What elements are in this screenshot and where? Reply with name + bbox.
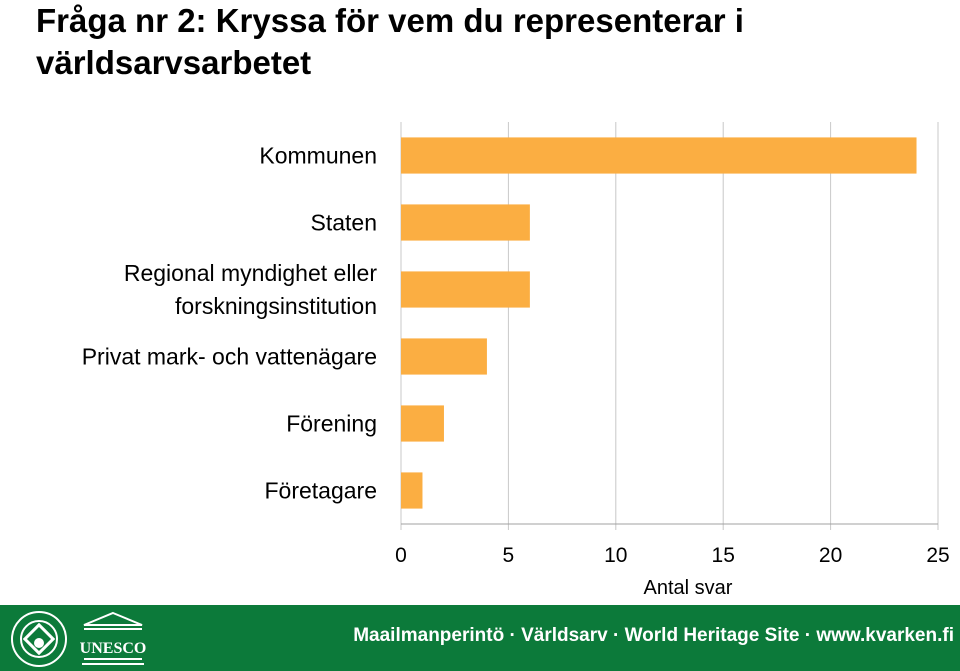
bar (401, 472, 423, 509)
x-tick-label: 20 (819, 544, 842, 567)
x-tick-label: 5 (503, 544, 515, 567)
footer-text: Maailmanperintö · Världsarv · World Heri… (353, 625, 954, 646)
bar (401, 204, 530, 241)
unesco-logo-text: UNESCO (80, 640, 146, 657)
bar (401, 338, 487, 375)
footer-banner: UNESCO Maailmanperintö · Världsarv · Wor… (0, 605, 960, 671)
category-label: Kommunen (259, 143, 377, 169)
x-tick-label: 10 (604, 544, 627, 567)
bar-chart: Kommunen Staten Regional myndighet eller fo… (82, 122, 950, 599)
world-heritage-emblem-icon (11, 611, 67, 667)
bar (401, 137, 917, 174)
bar (401, 405, 444, 442)
bar (401, 271, 530, 308)
unesco-logo-icon: UNESCO (80, 611, 146, 665)
category-label: Förening (286, 411, 377, 437)
x-tick-label: 15 (712, 544, 735, 567)
category-label: Regional myndighet eller forskningsinstit… (124, 260, 377, 319)
page-title: Fråga nr 2: Kryssa för vem du represente… (36, 2, 744, 81)
x-tick-label: 0 (395, 544, 407, 567)
category-label: Staten (311, 210, 378, 236)
category-label: Privat mark- och vattenägare (82, 344, 377, 370)
category-label: Företagare (264, 478, 377, 504)
x-axis-label: Antal svar (644, 577, 733, 599)
x-tick-label: 25 (926, 544, 949, 567)
